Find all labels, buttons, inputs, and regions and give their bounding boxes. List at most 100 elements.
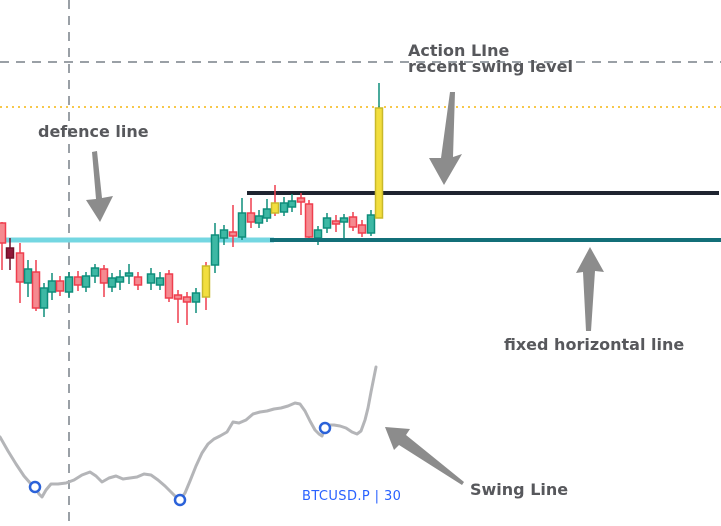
candle	[219, 225, 229, 245]
candle	[237, 198, 247, 240]
candle-body	[210, 234, 220, 266]
candle	[322, 213, 332, 233]
candle-body	[322, 217, 332, 229]
candle-body	[270, 202, 280, 214]
swing-line-curve	[0, 365, 378, 502]
candle	[173, 290, 183, 323]
swing-point-marker	[318, 421, 332, 435]
candle	[31, 260, 41, 311]
fixed-horizontal-line-label: fixed horizontal line	[504, 335, 685, 354]
candle	[262, 199, 272, 222]
swing-line-label: Swing Line	[470, 480, 569, 499]
candle	[348, 212, 358, 231]
candle	[246, 198, 256, 228]
swing-point-marker	[28, 480, 42, 494]
candle-body	[357, 224, 367, 234]
action-line-label-line1: Action LIne	[408, 41, 510, 60]
action-line-label-line2: recent swing level	[408, 57, 573, 76]
swing-line-arrow	[385, 427, 464, 485]
candle-body	[348, 216, 358, 228]
candle-body	[155, 277, 165, 286]
candle	[357, 220, 367, 237]
candle	[201, 262, 211, 310]
fixed-line-arrow	[576, 247, 604, 331]
candle	[90, 264, 100, 283]
candle	[313, 226, 323, 245]
candle	[366, 210, 376, 236]
candle-body	[262, 208, 272, 219]
candle-body	[287, 200, 297, 208]
candlestick-series	[0, 83, 384, 325]
candle-body	[219, 229, 229, 239]
candle-body	[279, 202, 289, 213]
candle	[107, 273, 117, 292]
candle	[155, 272, 165, 290]
candle	[254, 210, 264, 228]
candle-body	[237, 212, 247, 238]
candle	[339, 214, 349, 240]
candle-body	[374, 107, 384, 219]
candle	[296, 193, 306, 215]
candle	[0, 222, 7, 270]
candle	[191, 288, 201, 313]
candle-body	[201, 265, 211, 298]
candle-body	[331, 220, 341, 225]
candle	[210, 223, 220, 273]
candle	[47, 273, 57, 300]
candle	[39, 283, 49, 317]
candle-body	[55, 280, 65, 292]
candle-body	[115, 276, 125, 283]
candle-body	[146, 273, 156, 284]
candle-body	[124, 272, 134, 277]
candle	[270, 185, 280, 216]
candle	[146, 268, 156, 290]
candle-body	[182, 296, 192, 303]
candle-body	[313, 229, 323, 239]
candle-body	[39, 287, 49, 309]
defence-line-label: defence line	[38, 122, 149, 141]
symbol-timeframe-label: BTCUSD.P | 30	[302, 489, 402, 504]
candle-body	[0, 222, 7, 244]
candle-body	[47, 280, 57, 293]
candle	[228, 205, 238, 247]
candle	[115, 270, 125, 290]
candle	[64, 272, 74, 298]
candle-body	[133, 276, 143, 286]
candle-body	[339, 217, 349, 223]
candle-body	[90, 267, 100, 277]
candle-body	[366, 214, 376, 234]
candle	[164, 270, 174, 302]
candle-body	[99, 268, 109, 284]
candle-body	[296, 197, 306, 203]
candle-body	[64, 276, 74, 293]
candle-body	[164, 273, 174, 299]
candle	[55, 276, 65, 296]
action-line-label: Action LIne recent swing level	[408, 43, 573, 75]
candle-body	[81, 275, 91, 288]
defence-line-arrow	[86, 151, 113, 222]
candle	[73, 271, 83, 291]
candle-body	[31, 271, 41, 309]
candle-body	[191, 292, 201, 303]
candle-body	[304, 203, 314, 238]
candle	[287, 194, 297, 212]
candle	[133, 272, 143, 290]
candle-body	[23, 268, 33, 284]
candle	[124, 264, 134, 284]
candle	[15, 243, 25, 303]
candle	[23, 260, 33, 297]
candle	[374, 83, 384, 219]
candle-body	[73, 276, 83, 286]
candle	[99, 265, 109, 297]
candle	[304, 200, 314, 240]
candle	[182, 292, 192, 325]
candle-body	[246, 212, 256, 223]
candle-body	[15, 252, 25, 283]
candle	[279, 197, 289, 216]
candle-body	[173, 294, 183, 300]
action-line-arrow	[429, 92, 462, 185]
candle	[5, 238, 15, 270]
candle	[331, 215, 341, 232]
